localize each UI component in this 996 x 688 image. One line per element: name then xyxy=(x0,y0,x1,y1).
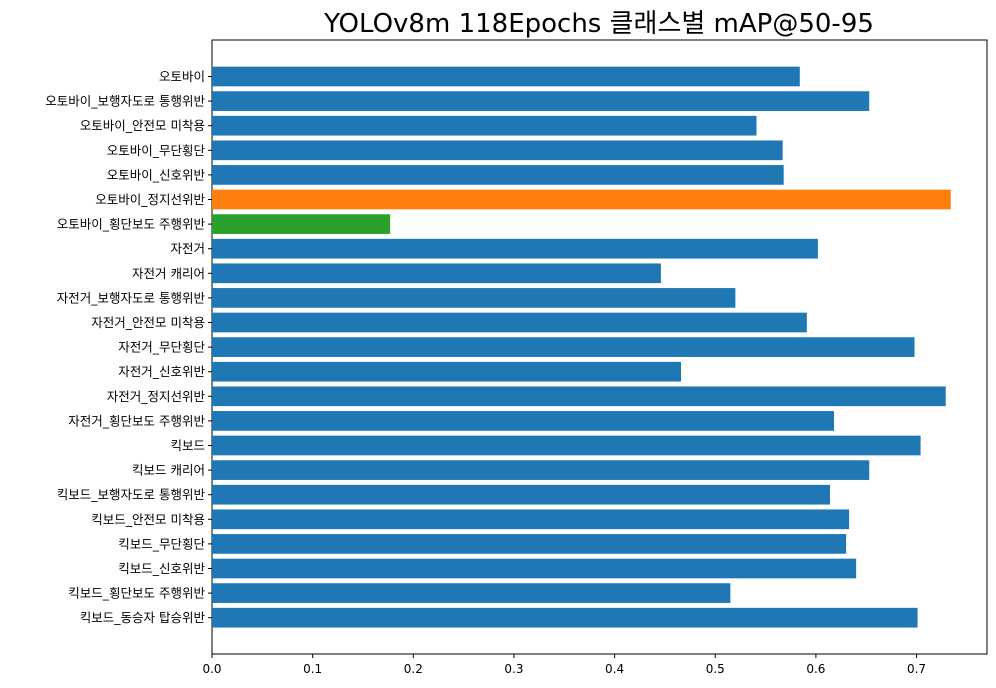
bar-22 xyxy=(212,607,918,628)
bar-12 xyxy=(212,361,682,382)
bar-2 xyxy=(212,115,757,136)
category-label-9: 자전거_보행자도로 통행위반 xyxy=(57,290,206,305)
x-tick-label-7: 0.7 xyxy=(907,662,926,676)
category-label-15: 킥보드 xyxy=(170,438,205,453)
x-tick-label-2: 0.2 xyxy=(404,662,423,676)
x-tick-label-1: 0.1 xyxy=(303,662,322,676)
bars-group xyxy=(212,66,951,628)
bar-20 xyxy=(212,558,857,579)
bar-0 xyxy=(212,66,800,87)
chart-title: YOLOv8m 118Epochs 클래스별 mAP@50-95 xyxy=(323,9,874,39)
bar-21 xyxy=(212,583,731,603)
category-label-3: 오토바이_무단횡단 xyxy=(107,143,206,158)
category-label-4: 오토바이_신호위반 xyxy=(107,167,206,182)
x-tick-label-5: 0.5 xyxy=(706,662,725,676)
category-label-20: 킥보드_신호위반 xyxy=(118,561,205,576)
x-tick-label-0: 0.0 xyxy=(202,662,221,676)
category-label-0: 오토바이 xyxy=(159,69,205,84)
x-tick-label-4: 0.4 xyxy=(605,662,624,676)
category-label-13: 자전거_정지선위반 xyxy=(107,389,206,404)
bar-9 xyxy=(212,288,736,308)
category-label-16: 킥보드 캐리어 xyxy=(132,463,205,478)
bar-19 xyxy=(212,534,847,554)
bar-8 xyxy=(212,263,661,284)
category-label-18: 킥보드_안전모 미착용 xyxy=(91,512,205,527)
bar-14 xyxy=(212,411,835,431)
category-label-5: 오토바이_정지선위반 xyxy=(95,192,205,207)
x-tick-label-6: 0.6 xyxy=(806,662,825,676)
category-label-8: 자전거 캐리어 xyxy=(132,266,205,281)
bar-10 xyxy=(212,312,807,333)
bar-16 xyxy=(212,460,870,480)
category-label-7: 자전거 xyxy=(170,241,205,256)
category-label-19: 킥보드_무단횡단 xyxy=(118,536,205,551)
category-label-22: 킥보드_동승자 탑승위반 xyxy=(80,610,206,625)
bar-17 xyxy=(212,484,830,505)
category-label-6: 오토바이_횡단보도 주행위반 xyxy=(57,217,206,232)
x-axis-ticks-group: 0.0 0.1 0.2 0.3 0.4 0.5 0.6 0.7 xyxy=(202,654,926,676)
category-label-17: 킥보드_보행자도로 통행위반 xyxy=(57,487,206,502)
bar-5 xyxy=(212,189,951,210)
category-label-2: 오토바이_안전모 미착용 xyxy=(80,118,205,133)
category-label-10: 자전거_안전모 미착용 xyxy=(91,315,205,330)
category-label-14: 자전거_횡단보도 주행위반 xyxy=(68,413,205,428)
bar-6 xyxy=(212,214,391,234)
bar-7 xyxy=(212,238,818,259)
category-label-1: 오토바이_보행자도로 통행위반 xyxy=(45,94,205,109)
bar-18 xyxy=(212,509,850,530)
bar-4 xyxy=(212,165,784,185)
bar-1 xyxy=(212,91,870,111)
bar-3 xyxy=(212,140,783,161)
bar-11 xyxy=(212,337,915,357)
bar-13 xyxy=(212,386,946,407)
bar-15 xyxy=(212,435,921,456)
x-tick-label-3: 0.3 xyxy=(504,662,523,676)
category-label-12: 자전거_신호위반 xyxy=(118,364,205,379)
category-label-11: 자전거_무단횡단 xyxy=(118,340,205,355)
category-label-21: 킥보드_횡단보도 주행위반 xyxy=(68,586,205,601)
